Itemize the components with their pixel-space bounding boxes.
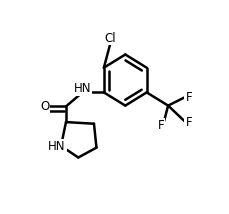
Text: HN: HN (73, 82, 91, 95)
Text: O: O (40, 100, 49, 113)
Text: HN: HN (48, 140, 65, 153)
Text: F: F (185, 116, 191, 129)
Text: F: F (157, 119, 163, 132)
Text: Cl: Cl (104, 31, 116, 45)
Text: F: F (185, 91, 191, 104)
